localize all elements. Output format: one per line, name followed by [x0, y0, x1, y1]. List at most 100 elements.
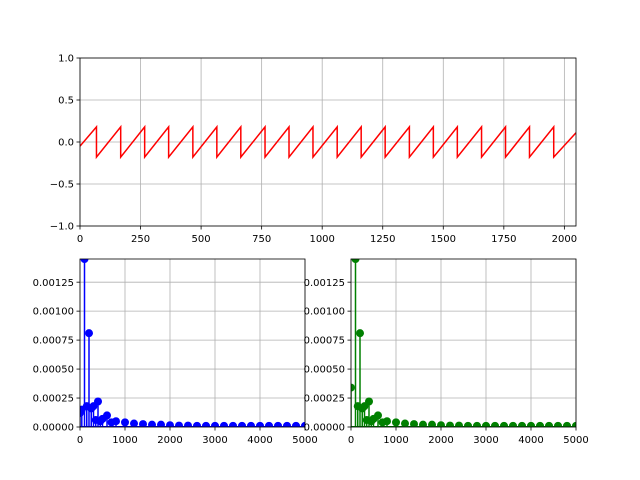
spectrum-green-ytick-label-4: 0.00100: [304, 307, 345, 318]
spectrum-blue-plot: 0 1000 2000 3000 4000 5000 0.00000 0.00025 0.000…: [33, 258, 318, 446]
spectrum-green-frame: [350, 258, 577, 428]
spectrum-green-xtick-label-2: 2000: [428, 435, 453, 446]
spectrum-blue-marker-18: [157, 420, 165, 427]
spectrum-blue-marker-28: [247, 421, 255, 427]
spectrum-blue-marker-8: [94, 397, 102, 406]
spectrum-blue-xtick-label-1: 1000: [112, 435, 137, 446]
spectrum-blue-ytick-label-4: 0.00100: [33, 307, 74, 318]
spectrum-blue-marker-25: [220, 421, 228, 427]
spectrum-green-marker-16: [419, 420, 427, 427]
spectrum-blue-ytick-label-5: 0.00125: [33, 278, 74, 289]
spectrum-green-xtick-label-1: 1000: [383, 435, 408, 446]
spectrum-green-marker-23: [482, 421, 490, 427]
time-signal-xtick-label-7: 1750: [491, 234, 516, 245]
spectrum-green-marker-21: [464, 421, 472, 427]
spectrum-blue-marker-33: [292, 421, 300, 427]
spectrum-blue-marker-31: [274, 421, 282, 427]
spectrum-blue-marker-4: [85, 329, 93, 338]
spectrum-green-marker-15: [410, 420, 418, 427]
spectrum-green-marker-28: [527, 421, 535, 427]
spectrum-green-ytick-label-5: 0.00125: [304, 278, 345, 289]
spectrum-blue-marker-17: [148, 420, 156, 427]
time-signal-marks: [80, 124, 576, 160]
spectrum-green-marker-17: [428, 420, 436, 427]
spectrum-blue-xtick-label-5: 5000: [292, 435, 317, 446]
spectrum-green-xtick-label-5: 5000: [563, 435, 588, 446]
spectrum-green-marker-0: [351, 383, 355, 392]
spectrum-blue-marker-32: [283, 421, 291, 427]
time-signal-xtick-label-6: 1500: [431, 234, 456, 245]
spectrum-blue-ytick-label-3: 0.00075: [33, 336, 74, 347]
spectrum-blue-marker-13: [112, 417, 120, 426]
spectrum-green-marker-33: [572, 421, 576, 427]
spectrum-green-marker-19: [446, 421, 454, 427]
spectrum-blue-marker-19: [166, 421, 174, 427]
spectrum-blue-marker-24: [211, 421, 219, 427]
spectrum-blue-marker-15: [130, 419, 138, 427]
time-signal-xtick-label-2: 500: [192, 234, 211, 245]
spectrum-green-marker-24: [491, 421, 499, 427]
spectrum-blue-ytick-label-1: 0.00025: [33, 394, 74, 405]
spectrum-blue-xtick-label-3: 3000: [202, 435, 227, 446]
spectrum-green-marker-13: [392, 418, 400, 427]
spectrum-green-marker-26: [509, 421, 517, 427]
time-signal-xtick-label-1: 250: [131, 234, 150, 245]
spectrum-blue-marker-34: [301, 421, 305, 427]
spectrum-blue-marker-30: [265, 421, 273, 427]
spectrum-green-marks: [351, 259, 576, 427]
time-signal-ytick-label-2: 0.0: [58, 138, 74, 149]
spectrum-blue-marker-29: [256, 421, 264, 427]
spectrum-green-marker-18: [437, 421, 445, 427]
spectrum-blue-marker-22: [193, 421, 201, 427]
time-signal-xtick-label-3: 750: [252, 234, 271, 245]
spectrum-green-marker-22: [473, 421, 481, 427]
time-signal-plot: 0 250 500 750 1000 1250 1500 1750 2000 −1.0 −0.5 0.…: [50, 54, 577, 245]
spectrum-green-xtick-label-3: 3000: [473, 435, 498, 446]
time-signal-xtick-label-8: 2000: [552, 234, 577, 245]
spectrum-green-marker-27: [518, 421, 526, 427]
time-signal-ytick-label-0: −1.0: [50, 222, 74, 233]
spectrum-blue-xtick-label-0: 0: [77, 435, 83, 446]
spectrum-blue-xtick-label-4: 4000: [247, 435, 272, 446]
spectrum-green-xtick-label-4: 4000: [518, 435, 543, 446]
spectrum-green-ytick-label-2: 0.00050: [304, 365, 345, 376]
spectrum-green-marker-20: [455, 421, 463, 427]
time-signal-ytick-label-4: 1.0: [58, 54, 74, 65]
spectrum-green-marker-14: [401, 419, 409, 427]
spectrum-blue-marker-14: [121, 418, 129, 427]
spectrum-blue-frame: [79, 258, 306, 428]
spectrum-green-ytick-label-3: 0.00075: [304, 336, 345, 347]
spectrum-blue-marker-2: [80, 259, 89, 263]
spectrum-blue-marker-11: [103, 411, 111, 420]
time-signal-xtick-label-0: 0: [77, 234, 83, 245]
spectrum-blue-marks: [80, 259, 305, 427]
spectrum-green-xtick-label-0: 0: [348, 435, 354, 446]
spectrum-green-marker-29: [536, 421, 544, 427]
spectrum-blue-ytick-label-0: 0.00000: [33, 423, 74, 434]
spectrum-blue-marker-26: [229, 421, 237, 427]
spectrum-green-marker-3: [356, 329, 364, 338]
spectrum-blue-marker-23: [202, 421, 210, 427]
time-signal-ytick-label-1: −0.5: [50, 180, 74, 191]
spectrum-green-marker-31: [554, 421, 562, 427]
spectrum-blue-marker-27: [238, 421, 246, 427]
time-signal-xtick-label-5: 1250: [370, 234, 395, 245]
spectrum-blue-marker-20: [175, 421, 183, 427]
spectrum-green-marker-10: [374, 411, 382, 420]
spectrum-blue-marker-16: [139, 420, 147, 427]
time-signal-xtick-label-4: 1000: [309, 234, 334, 245]
spectrum-green-ytick-label-0: 0.00000: [304, 423, 345, 434]
time-signal-ytick-label-3: 0.5: [58, 96, 74, 107]
spectrum-green-marker-30: [545, 421, 553, 427]
spectrum-green-marker-7: [365, 397, 373, 406]
time-signal-line: [80, 124, 576, 160]
spectrum-green-marker-12: [383, 417, 391, 426]
spectrum-green-ytick-label-1: 0.00025: [304, 394, 345, 405]
spectrum-blue-xtick-label-2: 2000: [157, 435, 182, 446]
spectrum-green-plot: 0 1000 2000 3000 4000 5000 0.00000 0.00025 0.000…: [304, 258, 589, 446]
spectrum-green-marker-25: [500, 421, 508, 427]
spectrum-blue-marker-21: [184, 421, 192, 427]
spectrum-green-marker-1: [351, 259, 360, 263]
spectrum-green-marker-32: [563, 421, 571, 427]
